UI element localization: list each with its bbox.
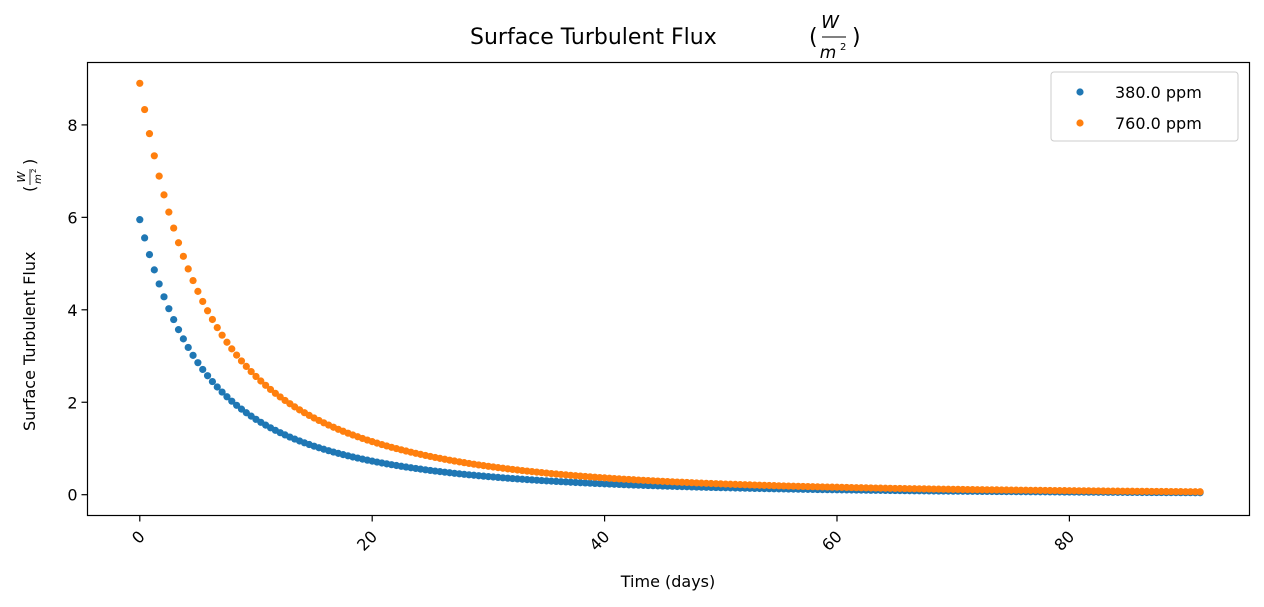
legend-marker-760-ppm [1076,119,1084,127]
title-paren-open: ( [809,25,818,50]
data-point [184,343,192,352]
title-text: Surface Turbulent Flux [470,25,717,50]
data-point [179,335,187,343]
legend-label-760-ppm: 760.0 ppm [1115,114,1202,133]
title-unit-numerator: W [821,12,840,33]
data-point [179,252,187,260]
data-point [208,377,217,386]
x-tick-label: 60 [818,527,846,555]
data-point [247,367,255,376]
legend: 380.0 ppm 760.0 ppm [1050,71,1239,142]
y-axis-label-paren-close: ) [20,159,39,165]
y-axis-label-text: Surface Turbulent Flux [20,252,39,431]
data-point [233,351,241,359]
data-point [141,105,149,114]
y-axis-label-paren-open: ( [20,186,39,192]
legend-label-380-ppm: 380.0 ppm [1115,83,1202,102]
legend-marker-380-ppm [1076,88,1084,96]
data-point [184,265,192,273]
y-axis-ticks: 0 2 4 6 8 [67,116,88,505]
data-point [174,239,183,247]
data-point [145,250,154,259]
data-point [203,307,212,315]
data-point [136,79,144,87]
y-axis-unit-denominator-sup: 2 [30,169,38,173]
data-point [208,315,217,324]
legend-box [1050,71,1239,142]
data-point [194,359,202,367]
data-point [165,208,173,216]
data-point [155,280,163,288]
y-tick-label: 4 [67,301,77,320]
data-point [218,331,226,339]
x-axis-label: Time (days) [620,572,716,591]
data-point [194,287,202,295]
series-0 [136,216,1204,497]
series-1 [136,79,1204,496]
data-point [266,385,275,394]
data-point [1196,488,1204,496]
data-point [160,191,168,199]
chart-title: Surface Turbulent Flux ( W m 2 ) [470,12,861,63]
x-tick-label: 40 [586,527,614,555]
y-axis-unit-denominator: m [33,174,44,184]
data-point [223,338,231,346]
data-point [233,401,241,409]
x-tick-label: 0 [128,527,149,548]
title-unit-denominator: m [820,43,837,63]
data-point [252,372,260,381]
data-point [145,130,154,138]
x-axis-ticks: 0 20 40 60 80 [128,515,1078,555]
data-point [165,305,173,313]
data-point [203,372,212,380]
y-tick-label: 6 [67,208,77,227]
data-point [170,224,178,232]
data-point [213,383,221,391]
y-tick-label: 8 [67,116,77,135]
title-unit-denominator-sup: 2 [840,42,846,53]
x-tick-label: 80 [1050,527,1078,555]
data-point [155,172,163,180]
data-point [136,216,144,224]
data-points [136,79,1204,497]
y-axis-unit-numerator: W [15,170,28,182]
data-point [213,323,221,332]
data-point [170,315,178,324]
data-point [199,297,207,306]
data-point [228,345,236,353]
data-point [150,266,158,274]
data-point [228,397,236,405]
data-point [242,362,250,371]
data-point [189,276,197,285]
data-point [150,152,158,160]
data-point [160,293,168,301]
data-point [218,388,226,396]
data-point [174,326,183,334]
y-axis-label: Surface Turbulent Flux ( W m 2 ) [15,159,44,431]
y-tick-label: 0 [67,486,77,505]
title-paren-close: ) [852,25,861,50]
data-point [141,234,149,242]
plot-area [86,61,1251,517]
data-point [237,357,246,365]
data-point [257,377,265,385]
data-point [189,351,197,359]
data-point [262,381,270,389]
data-point [199,365,207,374]
x-tick-label: 20 [353,527,381,555]
y-tick-label: 2 [67,393,77,412]
data-point [223,393,231,401]
